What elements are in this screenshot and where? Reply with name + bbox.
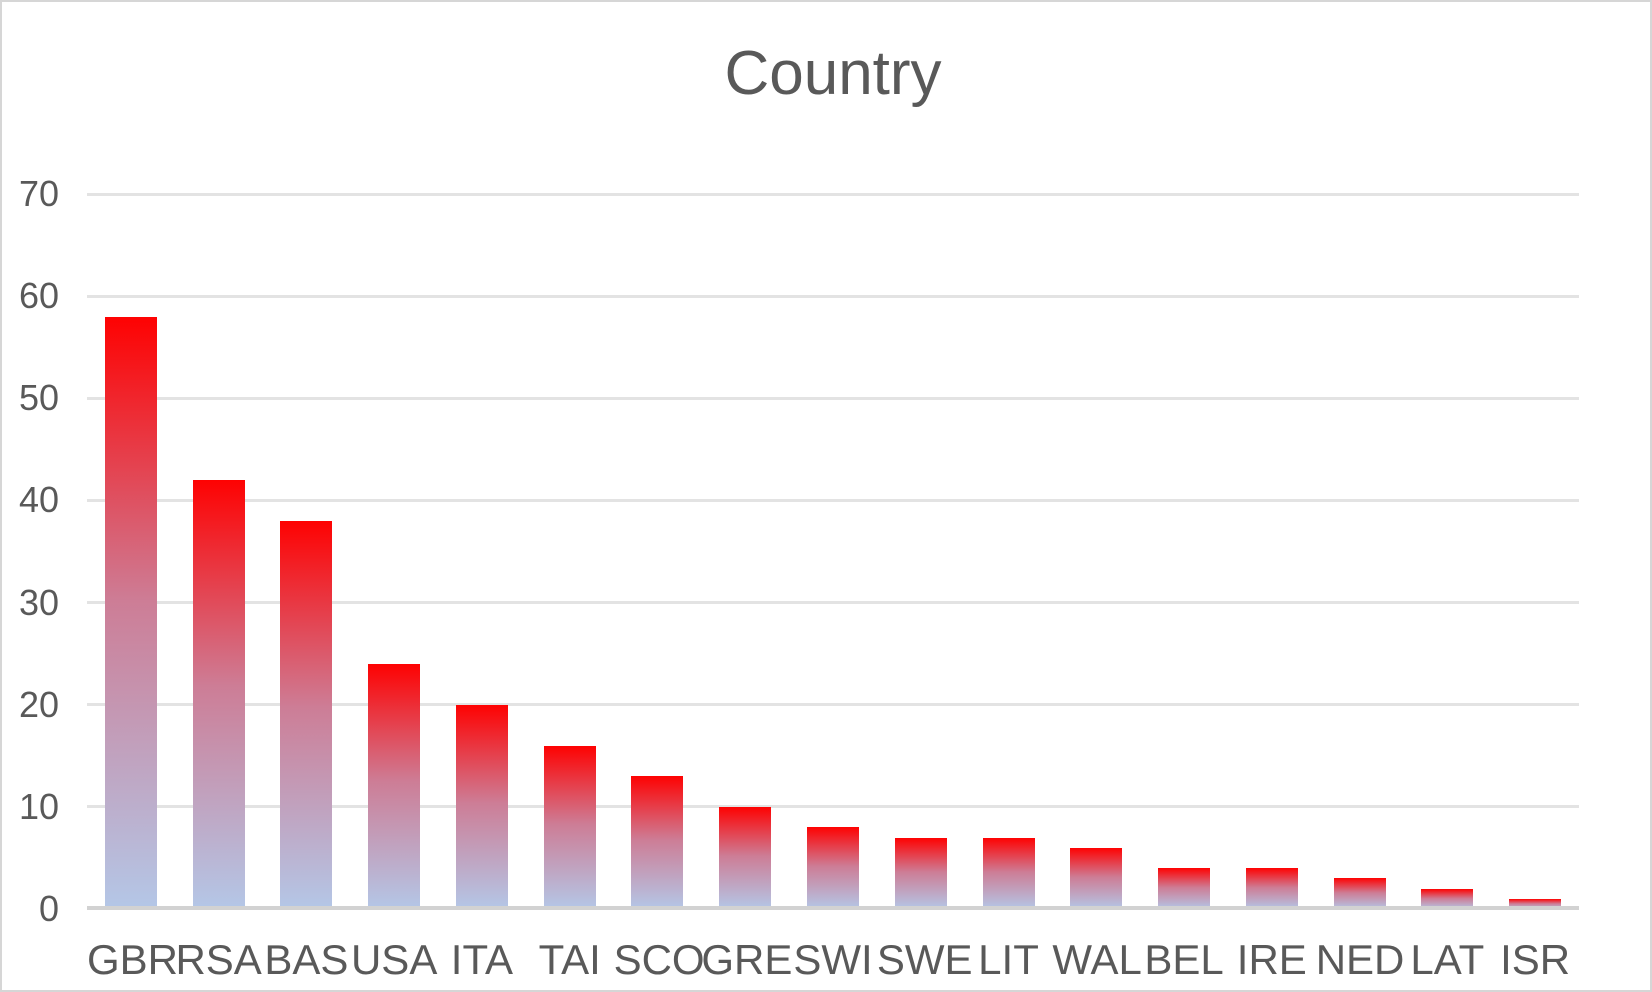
gridline-50 <box>87 396 1579 400</box>
x-category-label-wal: WAL <box>1052 936 1142 983</box>
gridline-60 <box>87 294 1579 298</box>
y-tick-label-60: 60 <box>18 275 59 317</box>
bar-ita <box>455 704 508 909</box>
x-category-label-gbr: GBR <box>87 936 179 983</box>
x-category-label-rsa: RSA <box>175 936 262 983</box>
x-category-label-swi: SWI <box>793 936 873 983</box>
x-category-label-bas: BAS <box>264 936 349 983</box>
bar-gbr <box>104 316 157 909</box>
y-tick-label-50: 50 <box>18 377 59 419</box>
bar-usa <box>368 663 421 909</box>
bar-sco <box>631 776 684 909</box>
x-category-label-gre: GRE <box>701 936 793 983</box>
x-category-label-sco: SCO <box>613 936 705 983</box>
bar-rsa <box>192 480 245 909</box>
x-category-label-bel: BEL <box>1144 936 1224 983</box>
y-tick-label-30: 30 <box>18 581 59 623</box>
x-axis-line <box>87 906 1579 910</box>
x-category-label-swe: SWE <box>876 936 973 983</box>
y-tick-label-40: 40 <box>18 479 59 521</box>
bar-wal <box>1070 847 1123 909</box>
x-category-label-isr: ISR <box>1500 936 1571 983</box>
x-category-label-lit: LIT <box>978 936 1039 983</box>
bar-ned <box>1333 878 1386 909</box>
bar-bel <box>1158 868 1211 909</box>
x-category-label-ita: ITA <box>450 936 514 983</box>
chart-title: Country <box>724 39 942 108</box>
x-category-label-usa: USA <box>350 936 438 983</box>
gridline-10 <box>87 805 1579 809</box>
bar-ire <box>1245 868 1298 909</box>
bar-isr <box>1509 898 1562 909</box>
bar-swi <box>807 827 859 909</box>
y-tick-label-10: 10 <box>18 785 59 827</box>
bar-gre <box>719 806 772 909</box>
bar-tai <box>543 745 596 909</box>
y-tick-label-70: 70 <box>18 173 59 214</box>
gridline-30 <box>87 601 1579 605</box>
x-category-label-tai: TAI <box>538 936 601 983</box>
bar-swe <box>894 837 947 909</box>
gridline-40 <box>87 498 1579 502</box>
x-category-label-lat: LAT <box>1410 936 1485 983</box>
bar-bas <box>280 520 333 909</box>
y-tick-label-0: 0 <box>38 888 59 929</box>
x-category-label-ned: NED <box>1315 936 1405 983</box>
x-category-label-ire: IRE <box>1236 936 1307 983</box>
bar-lat <box>1421 888 1474 909</box>
gridline-70 <box>87 192 1579 196</box>
bar-lit <box>982 837 1035 909</box>
y-tick-label-20: 20 <box>18 683 59 725</box>
gridline-20 <box>87 703 1579 707</box>
